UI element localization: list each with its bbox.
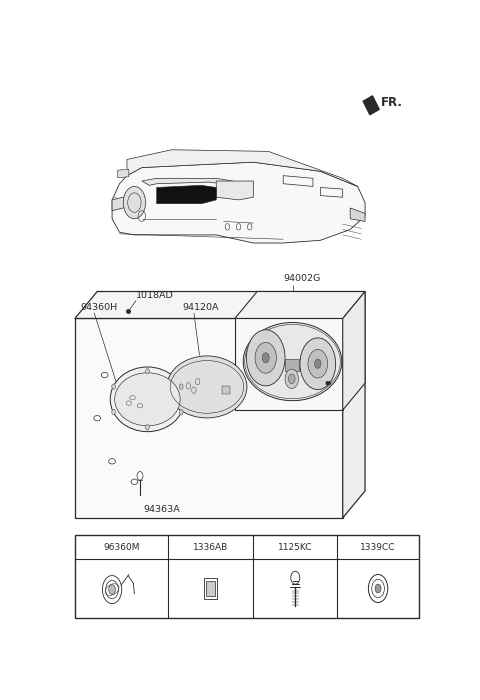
Circle shape <box>145 425 149 430</box>
Circle shape <box>180 410 183 414</box>
Circle shape <box>325 381 329 385</box>
Circle shape <box>375 584 381 593</box>
Text: 94120A: 94120A <box>183 303 219 312</box>
Circle shape <box>262 353 269 363</box>
Polygon shape <box>75 291 365 318</box>
Text: 1339CC: 1339CC <box>360 542 396 552</box>
Polygon shape <box>343 291 365 410</box>
Circle shape <box>300 338 336 390</box>
Circle shape <box>112 384 116 389</box>
Circle shape <box>112 410 116 414</box>
Circle shape <box>314 359 321 368</box>
Polygon shape <box>112 162 365 243</box>
Polygon shape <box>118 169 129 178</box>
Polygon shape <box>216 181 253 200</box>
Polygon shape <box>235 291 365 318</box>
Polygon shape <box>75 318 343 518</box>
Text: 94002G: 94002G <box>283 274 321 284</box>
Polygon shape <box>156 186 216 204</box>
Polygon shape <box>112 195 134 211</box>
Circle shape <box>285 369 299 389</box>
Circle shape <box>145 369 149 374</box>
Text: 94360H: 94360H <box>81 303 118 312</box>
Ellipse shape <box>110 367 185 432</box>
Circle shape <box>123 186 145 218</box>
Ellipse shape <box>115 373 180 426</box>
Circle shape <box>328 381 331 385</box>
Bar <box>206 581 215 596</box>
Circle shape <box>109 584 115 594</box>
Ellipse shape <box>167 356 247 418</box>
Bar <box>204 578 217 599</box>
Text: FR.: FR. <box>381 97 403 109</box>
Circle shape <box>180 384 183 389</box>
Circle shape <box>288 374 295 384</box>
Text: 1018AD: 1018AD <box>136 290 174 300</box>
Text: 94363A: 94363A <box>144 505 180 514</box>
Circle shape <box>255 342 276 373</box>
Ellipse shape <box>243 323 342 400</box>
Text: 1336AB: 1336AB <box>193 542 228 552</box>
Text: 96360M: 96360M <box>103 542 140 552</box>
Polygon shape <box>363 96 379 115</box>
Circle shape <box>308 349 328 378</box>
Bar <box>75 535 419 617</box>
Polygon shape <box>142 178 239 186</box>
Polygon shape <box>350 208 365 221</box>
Bar <box>222 386 230 394</box>
Polygon shape <box>127 150 358 186</box>
Bar <box>285 359 299 371</box>
Circle shape <box>246 330 285 386</box>
Polygon shape <box>343 291 365 518</box>
Text: 1125KC: 1125KC <box>278 542 312 552</box>
Polygon shape <box>235 318 343 410</box>
